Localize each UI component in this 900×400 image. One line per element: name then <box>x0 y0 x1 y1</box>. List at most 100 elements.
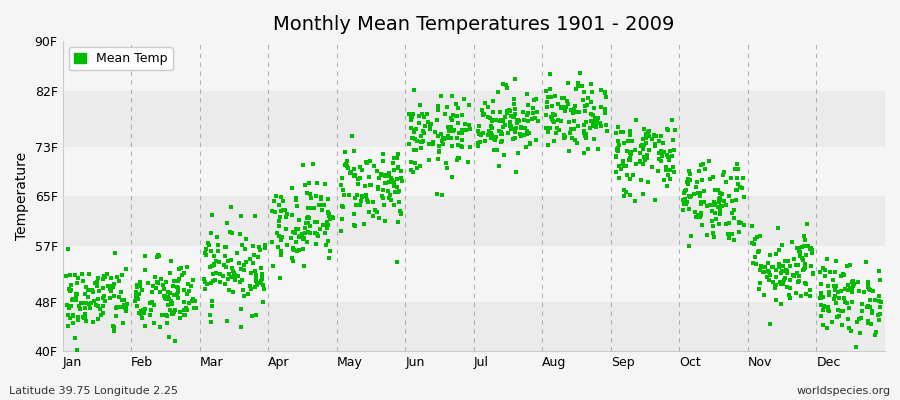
Point <box>548 93 562 100</box>
Point <box>681 243 696 249</box>
Point <box>60 302 75 308</box>
Point <box>248 284 262 290</box>
Point <box>796 266 811 272</box>
Point <box>392 199 406 205</box>
Point <box>348 202 363 208</box>
Point <box>872 268 886 274</box>
Point <box>132 290 147 297</box>
Point <box>414 139 428 145</box>
Point <box>392 164 406 171</box>
Point <box>668 127 682 133</box>
Point <box>859 258 873 265</box>
Point <box>696 161 710 167</box>
Point <box>308 218 322 225</box>
Point <box>376 150 391 157</box>
Point <box>363 157 377 164</box>
Point <box>403 158 418 165</box>
Point <box>362 174 376 180</box>
Point <box>612 175 626 181</box>
Point <box>667 169 681 176</box>
Point <box>861 286 876 292</box>
Point <box>577 128 591 134</box>
Point <box>639 155 653 161</box>
Point <box>384 174 399 181</box>
Point <box>208 277 222 284</box>
Point <box>834 307 849 314</box>
Point <box>662 156 676 163</box>
Point <box>498 122 512 128</box>
Point <box>762 272 777 278</box>
Point <box>610 147 625 154</box>
Point <box>655 152 670 159</box>
Point <box>779 270 794 276</box>
Point <box>500 110 515 116</box>
Point <box>863 287 878 294</box>
Point <box>667 147 681 154</box>
Point <box>171 266 185 272</box>
Point <box>202 264 217 270</box>
Point <box>375 172 390 178</box>
Point <box>680 199 694 205</box>
Point <box>815 306 830 313</box>
Point <box>617 186 632 193</box>
Point <box>280 242 294 248</box>
Point <box>220 220 234 226</box>
Point <box>566 110 580 116</box>
Point <box>366 198 381 205</box>
Point <box>106 281 121 287</box>
Point <box>394 168 409 174</box>
Point <box>543 86 557 92</box>
Point <box>266 238 280 245</box>
Point <box>662 154 676 160</box>
Point <box>578 108 592 114</box>
Point <box>693 190 707 196</box>
Point <box>149 279 164 286</box>
Point <box>752 286 767 292</box>
Point <box>228 276 242 283</box>
Point <box>336 204 350 211</box>
Point <box>255 273 269 279</box>
Point <box>580 146 595 152</box>
Point <box>301 214 315 220</box>
Point <box>654 148 669 154</box>
Point <box>463 126 477 132</box>
Point <box>484 118 499 124</box>
Point <box>594 123 608 130</box>
Point <box>205 297 220 304</box>
Point <box>319 181 333 187</box>
Point <box>518 117 532 124</box>
Point <box>484 125 499 131</box>
Point <box>637 154 652 160</box>
Point <box>816 303 831 309</box>
Point <box>584 110 598 117</box>
Point <box>320 218 335 225</box>
Point <box>522 130 536 136</box>
Point <box>375 195 390 201</box>
Point <box>406 168 420 175</box>
Point <box>170 277 184 284</box>
Point <box>257 244 272 251</box>
Point <box>690 179 705 185</box>
Point <box>233 279 248 285</box>
Point <box>422 157 436 163</box>
Point <box>579 133 593 140</box>
Point <box>206 271 220 278</box>
Point <box>682 176 697 183</box>
Point <box>814 290 828 297</box>
Point <box>822 292 836 298</box>
Point <box>221 287 236 294</box>
Point <box>608 153 623 160</box>
Point <box>272 233 286 240</box>
Point <box>147 320 161 326</box>
Point <box>652 138 666 144</box>
Point <box>719 220 733 227</box>
Point <box>225 265 239 272</box>
Point <box>861 303 876 310</box>
Point <box>275 198 290 204</box>
Point <box>641 129 655 135</box>
Point <box>446 112 460 118</box>
Point <box>61 312 76 318</box>
Point <box>567 106 581 112</box>
Point <box>321 255 336 261</box>
Point <box>624 151 638 157</box>
